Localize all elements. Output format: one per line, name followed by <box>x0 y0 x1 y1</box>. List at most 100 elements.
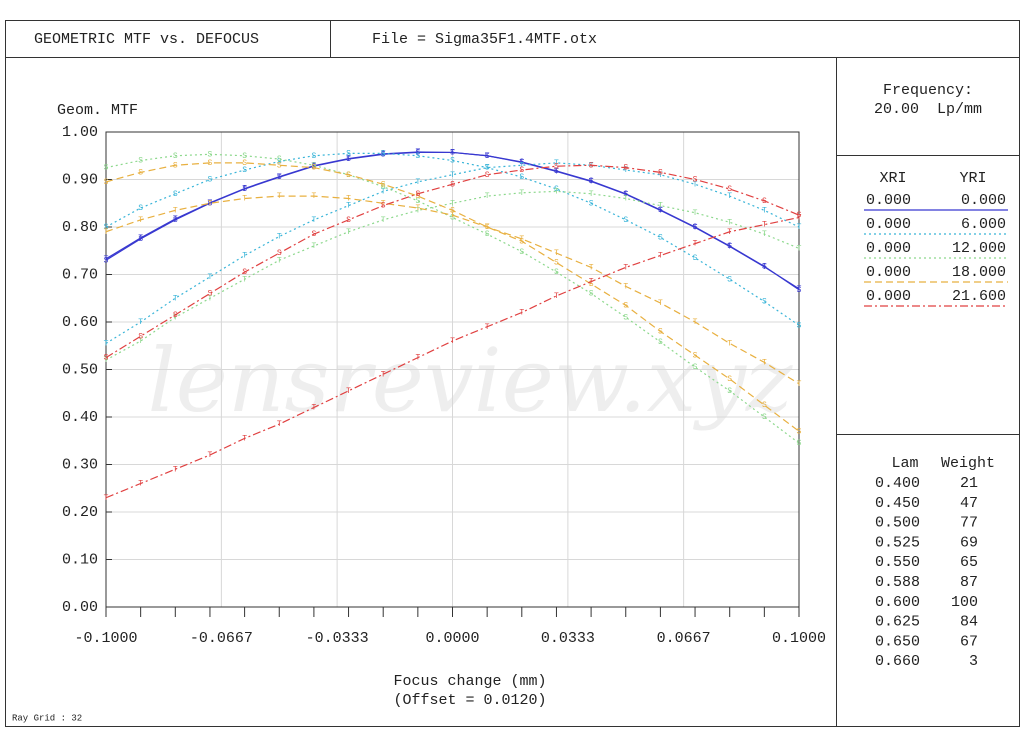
curve-marker: S <box>208 150 213 159</box>
curve-marker: T <box>623 166 628 175</box>
legend-xri: 0.000 <box>866 288 911 305</box>
footer: Ray Grid : 32 <box>12 713 82 723</box>
curve-marker: T <box>762 230 767 239</box>
curve-marker: S <box>623 164 628 173</box>
x-tick-label: -0.1000 <box>74 630 137 647</box>
curve-marker: S <box>277 173 282 182</box>
curve-marker: S <box>658 234 663 243</box>
curve-marker: S <box>104 178 109 187</box>
curve-marker: T <box>311 242 316 251</box>
curve-marker: T <box>242 195 247 204</box>
curve-marker: T <box>727 228 732 237</box>
curve-marker: S <box>554 162 559 171</box>
curve-marker: S <box>589 199 594 208</box>
weight: 67 <box>960 633 978 650</box>
curve-marker: T <box>589 263 594 272</box>
legend-yri: 0.000 <box>961 192 1006 209</box>
x-tick-label: 0.1000 <box>772 630 826 647</box>
curve-marker: T <box>485 152 490 161</box>
curve-marker: S <box>381 180 386 189</box>
curve-marker: T <box>415 206 420 215</box>
curve-marker: S <box>381 202 386 211</box>
curve-marker: S <box>727 185 732 194</box>
curve-marker: T <box>173 313 178 322</box>
mtf-curve <box>105 190 800 361</box>
weight: 87 <box>960 574 978 591</box>
curve-marker: S <box>381 183 386 192</box>
curve-marker: T <box>727 243 732 252</box>
curve-marker: T <box>693 224 698 233</box>
curve-marker: S <box>415 197 420 206</box>
y-tick-label: 0.90 <box>62 171 98 188</box>
curve-marker: T <box>242 275 247 284</box>
curve-marker: S <box>346 155 351 164</box>
curve-marker: S <box>346 216 351 225</box>
curve-marker: T <box>311 162 316 171</box>
wavelength: 0.525 <box>875 534 920 551</box>
legend-xri: 0.000 <box>866 216 911 233</box>
curve-marker: S <box>208 159 213 168</box>
y-tick-label: 0.70 <box>62 266 98 283</box>
y-tick-label: 0.40 <box>62 409 98 426</box>
curve-marker: T <box>311 216 316 225</box>
curve-marker: T <box>346 387 351 396</box>
curve-marker: T <box>450 149 455 158</box>
mtf-curve <box>105 162 800 344</box>
curve-marker: T <box>589 190 594 199</box>
curve-marker: S <box>138 168 143 177</box>
frequency-value: 20.00 Lp/mm <box>874 101 982 118</box>
curve-marker: S <box>138 204 143 213</box>
curve-marker: S <box>797 286 802 295</box>
x-tick-label: -0.0333 <box>306 630 369 647</box>
y-tick-label: 0.20 <box>62 504 98 521</box>
wavelength: 0.450 <box>875 495 920 512</box>
curve-marker: S <box>173 190 178 199</box>
curve-marker: S <box>554 259 559 268</box>
curve-marker: T <box>762 206 767 215</box>
curve-marker: T <box>277 233 282 242</box>
curve-marker: S <box>554 268 559 277</box>
curve-marker: T <box>415 204 420 213</box>
curve-marker: T <box>346 202 351 211</box>
legend-yri: 12.000 <box>952 240 1006 257</box>
legend-xri: 0.000 <box>866 192 911 209</box>
curve-marker: T <box>104 255 109 264</box>
curve-marker: T <box>346 228 351 237</box>
curve-marker: T <box>450 211 455 220</box>
curve-marker: S <box>104 256 109 265</box>
weight: 3 <box>969 653 978 670</box>
curve-marker: T <box>208 199 213 208</box>
curve-marker: T <box>415 354 420 363</box>
curve-marker: S <box>242 152 247 161</box>
curve-marker: S <box>450 157 455 166</box>
curve-marker: S <box>519 173 524 182</box>
wavelength: 0.600 <box>875 594 920 611</box>
curve-marker: S <box>589 161 594 170</box>
curve-marker: S <box>623 301 628 310</box>
curve-marker: T <box>623 282 628 291</box>
y-tick-label: 0.80 <box>62 219 98 236</box>
curve-marker: T <box>554 187 559 196</box>
wavelength: 0.400 <box>875 475 920 492</box>
curve-marker: S <box>797 321 802 330</box>
wavelength: 0.588 <box>875 574 920 591</box>
curve-marker: T <box>311 192 316 201</box>
curve-marker: T <box>104 356 109 365</box>
curve-marker: T <box>693 209 698 218</box>
weight: 77 <box>960 515 978 532</box>
curve-marker: S <box>277 249 282 258</box>
legend-xri: 0.000 <box>866 264 911 281</box>
curve-marker: S <box>346 149 351 158</box>
curve-marker: S <box>797 439 802 448</box>
curve-marker: T <box>519 309 524 318</box>
curve-marker: S <box>311 152 316 161</box>
curve-marker: S <box>381 150 386 159</box>
curve-marker: T <box>450 171 455 180</box>
curve-marker: T <box>554 292 559 301</box>
curve-marker: S <box>138 157 143 166</box>
curve-marker: T <box>762 263 767 272</box>
wavelength: 0.660 <box>875 653 920 670</box>
curve-marker: T <box>589 178 594 187</box>
curve-marker: T <box>658 202 663 211</box>
curve-marker: T <box>519 189 524 198</box>
